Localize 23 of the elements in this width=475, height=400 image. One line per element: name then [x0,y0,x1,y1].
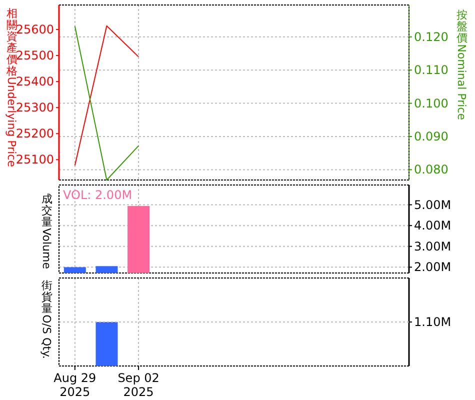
y-axis-title: 相關資產價格Underlying Price [5,6,18,168]
y-tick-label: 3.00M [414,239,452,254]
y2-axis-title: 按盤價Nominal Price [455,8,468,120]
y-axis-title: 成交量Volume [40,192,53,270]
y-tick-label: 25300 [16,100,54,115]
annotation: VOL: 2.00M [63,188,132,202]
y-tick-label: 25200 [16,126,54,141]
text: 1.10M [414,315,452,329]
y-axis-title: 街貨量O/S Qty. [40,279,53,359]
y2-tick-label: 0.110 [414,63,448,78]
y-tick-label: 25600 [16,22,54,36]
y-tick-label: 5.00M [414,198,452,212]
y-tick-label: 25100 [16,152,54,167]
y2-tick-label: 0.120 [414,30,448,44]
y-tick-label: 2.00M [414,260,452,274]
y2-tick-label: 0.090 [414,130,448,144]
y-tick-label: 25400 [16,74,54,89]
y2-tick-label: 0.100 [414,96,448,110]
x-tick-label: Sep 02 2025 [118,371,160,399]
y-tick-label: 4.00M [414,218,452,233]
x-tick-label: Aug 29 2025 [54,371,96,399]
y2-tick-label: 0.080 [414,162,448,177]
y-tick-label: 25500 [16,48,54,63]
